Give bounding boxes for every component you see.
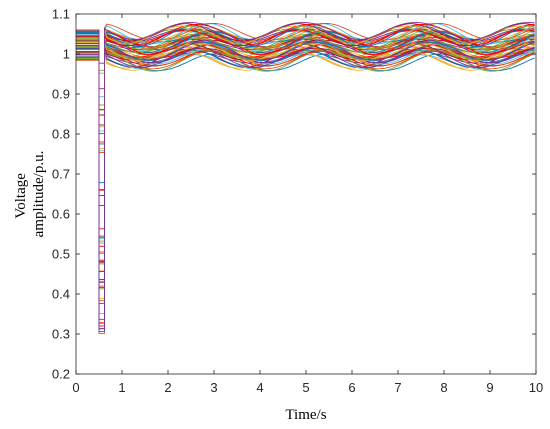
x-tick-label-1: 1	[118, 380, 125, 395]
plot-background	[76, 14, 536, 374]
x-tick-label-7: 7	[394, 380, 401, 395]
series-line-59	[76, 25, 535, 128]
series-line-45	[76, 33, 535, 290]
y-tick-label-8: 1	[63, 47, 70, 62]
x-tick-label-2: 2	[164, 380, 171, 395]
y-tick-label-5: 0.7	[52, 167, 70, 182]
y-tick-label-0: 0.2	[52, 367, 70, 382]
x-tick-label-6: 6	[348, 380, 355, 395]
x-tick-label-4: 4	[256, 380, 263, 395]
series-line-9	[76, 50, 535, 305]
x-axis-label: Time/s	[285, 407, 326, 423]
x-tick-label-8: 8	[440, 380, 447, 395]
x-tick-label-10: 10	[529, 380, 543, 395]
x-tick-label-3: 3	[210, 380, 217, 395]
x-tick-label-0: 0	[72, 380, 79, 395]
y-tick-label-1: 0.3	[52, 327, 70, 342]
tick-layer: 0 1 2 3 4 5 6 7 8 9 10 0.2 0.3 0.4 0.5 0.6 0.7 0.8 0.9 1 1.1	[52, 7, 543, 396]
y-axis-label: Voltage amplitude/p.u.	[13, 151, 47, 238]
y-tick-label-3: 0.5	[52, 247, 70, 262]
x-tick-label-9: 9	[486, 380, 493, 395]
y-tick-label-6: 0.8	[52, 127, 70, 142]
y-axis-label-line-2: amplitude/p.u.	[31, 151, 47, 238]
y-tick-label-7: 0.9	[52, 87, 70, 102]
series-line-57	[76, 25, 535, 332]
series-line-53	[76, 28, 535, 71]
x-tick-label-5: 5	[302, 380, 309, 395]
series-line-56	[76, 24, 535, 191]
y-tick-label-9: 1.1	[52, 7, 70, 22]
y-axis-label-line-1: Voltage	[13, 173, 29, 219]
series-line-58	[76, 23, 535, 153]
series-line-12	[76, 48, 535, 126]
series-layer	[76, 22, 535, 334]
y-tick-label-4: 0.6	[52, 207, 70, 222]
series-line-60	[76, 22, 535, 330]
y-tick-label-2: 0.4	[52, 287, 70, 302]
